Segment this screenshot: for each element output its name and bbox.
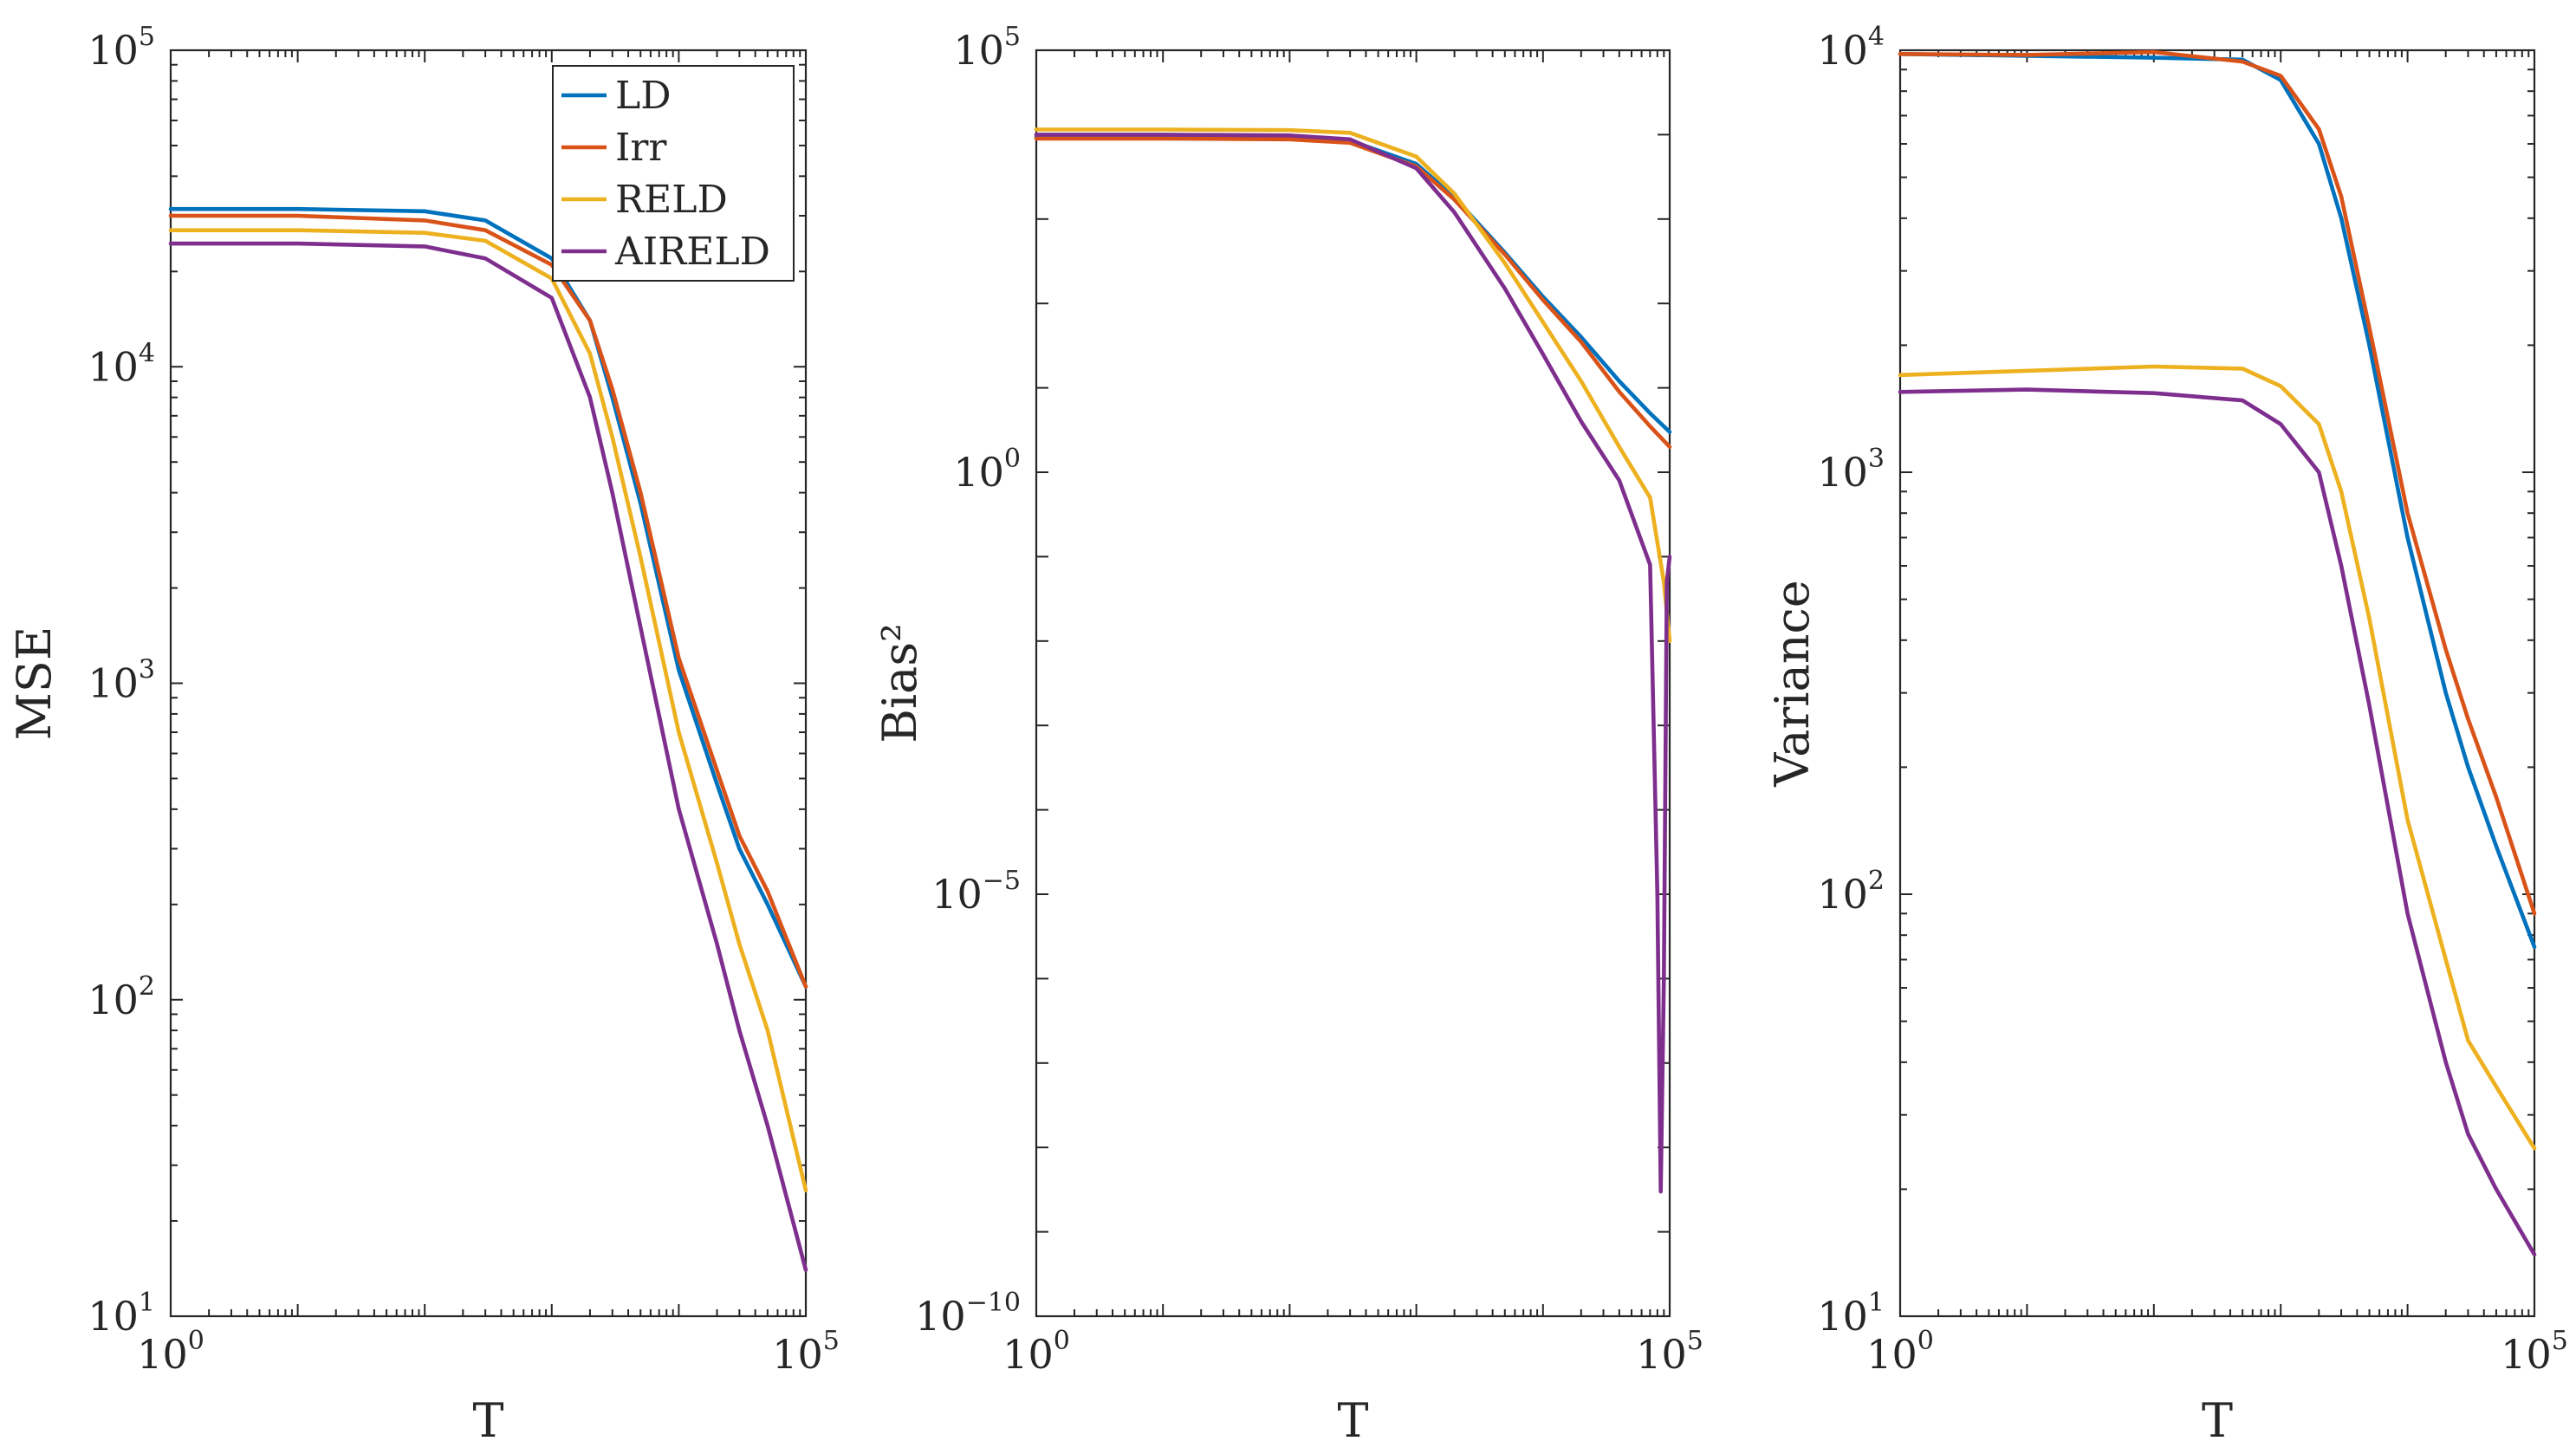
legend-box (552, 65, 795, 282)
y-axis-label: Bias² (873, 623, 927, 743)
series-line-ld (1898, 51, 2537, 950)
y-tick-label: 104 (88, 338, 155, 390)
x-axis-label: T (472, 1393, 503, 1448)
x-tick-label: 105 (772, 1326, 840, 1378)
x-axis-label: T (2202, 1393, 2233, 1448)
series-line-irr (1034, 136, 1672, 450)
plot-area-frame (1035, 49, 1671, 1318)
legend: LD Irr RELD AIRELD (552, 65, 795, 282)
series-line-aireld (1898, 387, 2537, 1257)
series-line-aireld (1034, 133, 1672, 1194)
legend-label: Irr (615, 126, 667, 170)
x-axis-label: T (1337, 1393, 1368, 1448)
y-tick-label: 101 (1817, 1288, 1885, 1340)
x-tick-label: 100 (1002, 1326, 1070, 1378)
series-line-irr (1898, 49, 2537, 916)
legend-label: LD (615, 74, 672, 118)
y-axis-ticks (1036, 49, 1670, 1317)
y-axis-label: Variance (1765, 580, 1820, 788)
series-line-reld (1898, 364, 2537, 1151)
y-axis-ticks (171, 49, 806, 1317)
panel-variance: 101 102 103 104 100 105 T Variance (1765, 22, 2568, 1448)
series-lines (1034, 127, 1672, 1194)
y-tick-label: 101 (88, 1288, 155, 1340)
series-lines (168, 206, 808, 1272)
series-line-ld (168, 206, 808, 989)
series-line-reld (1034, 127, 1672, 644)
y-tick-label: 10−10 (915, 1288, 1021, 1340)
y-tick-label: 102 (1817, 866, 1885, 918)
y-tick-label: 103 (1817, 444, 1885, 496)
x-tick-label: 100 (137, 1326, 204, 1378)
series-line-aireld (168, 241, 808, 1272)
series-line-ld (1034, 134, 1672, 434)
series-lines (1898, 49, 2537, 1257)
plot-area-frame (1898, 49, 2536, 1318)
y-axis-label: MSE (7, 626, 62, 741)
y-tick-label: 10−5 (931, 866, 1021, 918)
legend-label: RELD (615, 178, 728, 222)
y-axis-ticks (1900, 49, 2534, 1317)
x-tick-label: 105 (2501, 1326, 2568, 1378)
x-axis-ticks (1035, 50, 1665, 1316)
y-tick-label: 102 (88, 971, 155, 1023)
series-line-reld (168, 228, 808, 1192)
y-tick-label: 100 (953, 444, 1021, 496)
panel-bias-squared: 10−10 10−5 100 105 100 105 T Bias² (873, 22, 1703, 1448)
x-tick-label: 105 (1636, 1326, 1703, 1378)
y-tick-label: 103 (88, 655, 155, 707)
x-axis-ticks (170, 50, 801, 1316)
x-tick-label: 100 (1866, 1326, 1934, 1378)
y-tick-label: 105 (88, 22, 155, 74)
x-axis-ticks (1899, 50, 2530, 1316)
y-tick-label: 104 (1817, 22, 1885, 74)
panel-mse: 101 102 103 104 105 100 105 T MSE LD Irr RELD AIRELD (7, 22, 840, 1448)
y-tick-label: 105 (953, 22, 1021, 74)
legend-label: AIRELD (614, 230, 770, 274)
series-line-irr (168, 213, 808, 989)
